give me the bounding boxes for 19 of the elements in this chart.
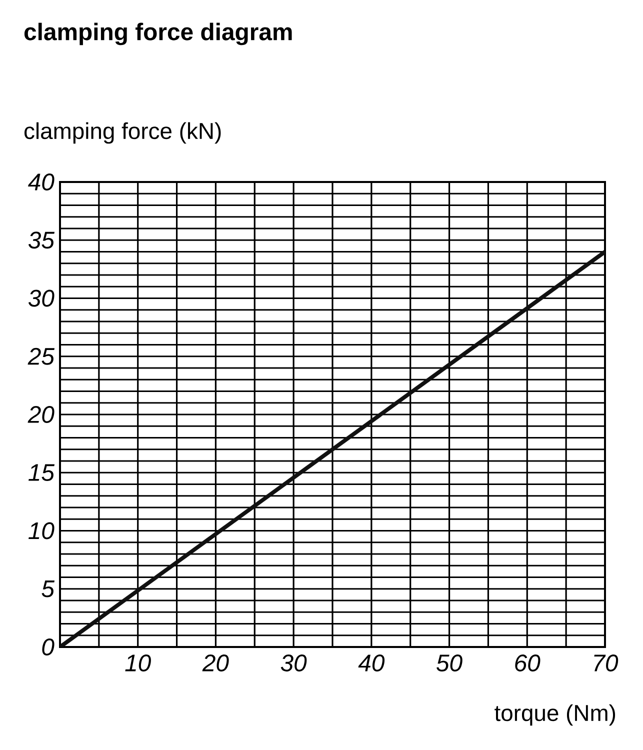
y-tick-label: 25 bbox=[28, 348, 55, 365]
y-axis-title: clamping force (kN) bbox=[24, 122, 221, 144]
x-tick-label: 50 bbox=[436, 654, 462, 672]
x-tick-label: 60 bbox=[515, 654, 540, 672]
x-tick-label: 20 bbox=[202, 654, 229, 672]
y-tick-label: 20 bbox=[28, 406, 54, 423]
x-tick-label: 70 bbox=[594, 654, 618, 672]
y-tick-label: 30 bbox=[28, 290, 54, 307]
x-tick-label: 30 bbox=[280, 654, 307, 672]
y-tick-label: 10 bbox=[28, 522, 54, 540]
y-tick-label: 35 bbox=[28, 232, 55, 249]
y-tick-label: 0 bbox=[42, 638, 54, 656]
y-tick-label: 40 bbox=[28, 174, 54, 190]
y-tick-label: 5 bbox=[42, 580, 55, 598]
y-tick-label: 15 bbox=[28, 464, 55, 481]
x-tick-label: 40 bbox=[358, 654, 385, 672]
x-tick-label: 10 bbox=[125, 654, 151, 672]
x-axis-title: torque (Nm) bbox=[494, 704, 616, 726]
chart-title: clamping force diagram bbox=[24, 22, 292, 46]
